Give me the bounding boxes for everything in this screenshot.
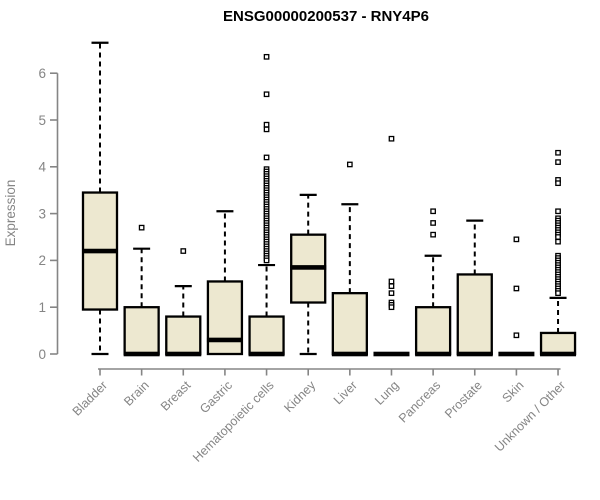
y-tick-label: 2 — [38, 253, 46, 268]
box — [123, 306, 160, 356]
x-category-label: Brain — [121, 378, 152, 409]
outlier-point — [430, 208, 436, 215]
outlier-point — [555, 238, 561, 245]
boxplot-lung — [373, 135, 410, 357]
outlier-point — [555, 180, 561, 187]
x-category-label: Breast — [158, 378, 194, 414]
median-line — [331, 351, 368, 357]
outlier-point — [263, 126, 270, 133]
boxplot-gastric — [206, 210, 244, 356]
x-category-label: Gastric — [197, 378, 235, 416]
box — [165, 315, 202, 356]
outlier-point — [388, 278, 395, 285]
y-axis-title: Expression — [3, 180, 18, 247]
x-category-label: Skin — [499, 378, 526, 405]
median-line — [206, 337, 243, 343]
median-line — [456, 351, 493, 357]
x-category-label: Prostate — [442, 378, 485, 421]
outlier-point — [263, 257, 270, 264]
x-category-label: Bladder — [70, 378, 110, 418]
median-line — [373, 351, 410, 357]
outlier-point — [388, 304, 395, 311]
boxplot-pancreas — [414, 208, 452, 357]
chart-title: ENSG00000200537 - RNY4P6 — [223, 8, 429, 25]
x-category-label: Liver — [331, 378, 360, 407]
outlier-point — [513, 285, 520, 292]
box — [414, 306, 452, 356]
y-tick-label: 4 — [38, 160, 46, 175]
y-tick-label: 0 — [38, 347, 46, 362]
boxplot-hematopoietic-cells — [248, 53, 285, 357]
boxplot-liver — [331, 161, 368, 357]
outlier-point — [430, 231, 436, 238]
box — [539, 331, 577, 356]
outlier-point — [263, 121, 270, 128]
outlier-point — [388, 135, 395, 142]
outlier-point — [346, 161, 353, 168]
y-tick-label: 1 — [38, 300, 46, 315]
outlier-point — [263, 154, 270, 161]
outlier-point — [555, 149, 561, 156]
boxplot-bladder — [81, 41, 119, 356]
outlier-point — [555, 290, 561, 297]
x-category-label: Hematopoietic cells — [190, 378, 277, 465]
median-line — [123, 351, 160, 357]
median-line — [415, 351, 452, 357]
outlier-point — [555, 234, 561, 240]
median-line — [82, 248, 118, 254]
x-category-label: Lung — [372, 378, 402, 408]
median-line — [248, 351, 285, 357]
outlier-point — [555, 159, 561, 165]
box — [206, 280, 244, 356]
x-category-label: Pancreas — [396, 378, 443, 425]
box — [248, 315, 285, 356]
outlier-point — [513, 332, 520, 339]
y-tick-label: 5 — [38, 113, 46, 128]
median-line — [290, 265, 327, 270]
outlier-point — [555, 208, 561, 215]
median-line — [165, 351, 202, 357]
median-line — [540, 351, 577, 357]
outlier-point — [180, 248, 187, 254]
boxplot-kidney — [290, 193, 327, 356]
y-tick-label: 3 — [38, 206, 46, 221]
box — [331, 292, 368, 356]
outlier-point — [388, 290, 395, 297]
box — [456, 273, 493, 356]
x-category-label: Kidney — [281, 378, 318, 415]
x-category-label: Unknown / Other — [492, 378, 568, 454]
outlier-point — [138, 224, 145, 231]
boxplot-unknown-other — [539, 149, 577, 357]
y-tick-label: 6 — [38, 66, 46, 81]
boxplot-prostate — [456, 219, 493, 357]
outlier-point — [430, 220, 436, 226]
median-line — [498, 351, 535, 357]
outlier-point — [513, 236, 520, 243]
boxplot-breast — [165, 248, 202, 357]
outlier-point — [263, 53, 270, 60]
boxplot-skin — [498, 236, 535, 357]
boxplot-series — [81, 41, 577, 357]
boxplot-brain — [123, 224, 160, 357]
outlier-point — [388, 283, 395, 289]
outlier-point — [263, 91, 270, 98]
